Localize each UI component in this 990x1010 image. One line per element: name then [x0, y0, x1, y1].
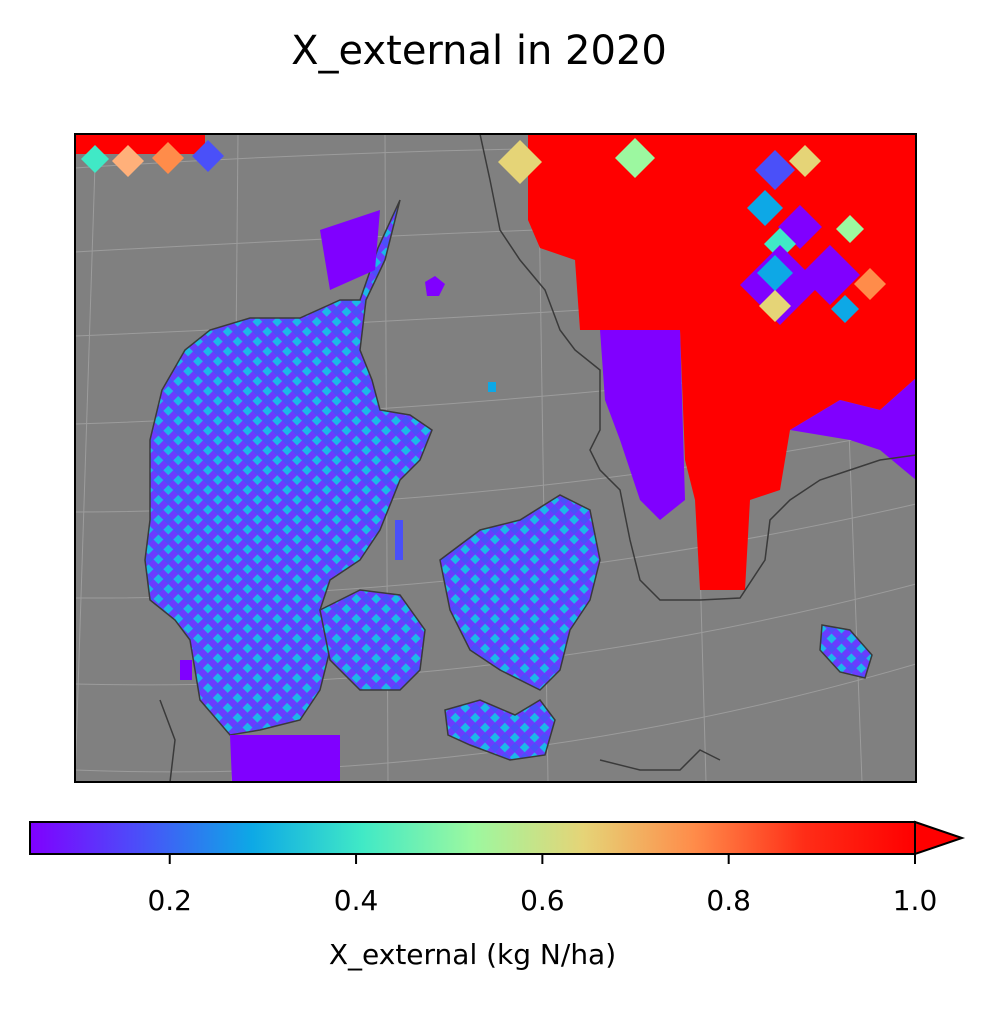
north-strip: [75, 134, 224, 177]
colorbar-extend-arrow: [914, 820, 966, 856]
sweden-region: [498, 134, 916, 590]
coastlines: [159, 134, 916, 782]
colorbar-ticks: 0.2 0.4 0.6 0.8 1.0: [147, 854, 937, 917]
colorbar-tick-label: 0.6: [520, 884, 565, 917]
zealand-region: [439, 494, 601, 691]
lolland-region: [444, 699, 556, 761]
colorbar-label: X_external (kg N/ha): [328, 938, 617, 971]
map-title: X_external in 2020: [291, 28, 667, 74]
colorbar-frame: [29, 821, 916, 855]
map-frame: [74, 133, 917, 783]
jutland-region: [144, 199, 433, 782]
colorbar: 0.2 0.4 0.6 0.8 1.0: [29, 820, 966, 917]
colorbar-gradient: [30, 822, 915, 854]
colorbar-tick-label: 0.8: [706, 884, 751, 917]
colorbar-tick-label: 1.0: [893, 884, 938, 917]
colorbar-tick-label: 0.4: [334, 884, 379, 917]
map-axes: [74, 133, 917, 783]
funen-region: [319, 589, 426, 691]
bornholm-region: [819, 624, 873, 679]
small-islands: [180, 276, 496, 680]
colorbar-tick-label: 0.2: [147, 884, 192, 917]
